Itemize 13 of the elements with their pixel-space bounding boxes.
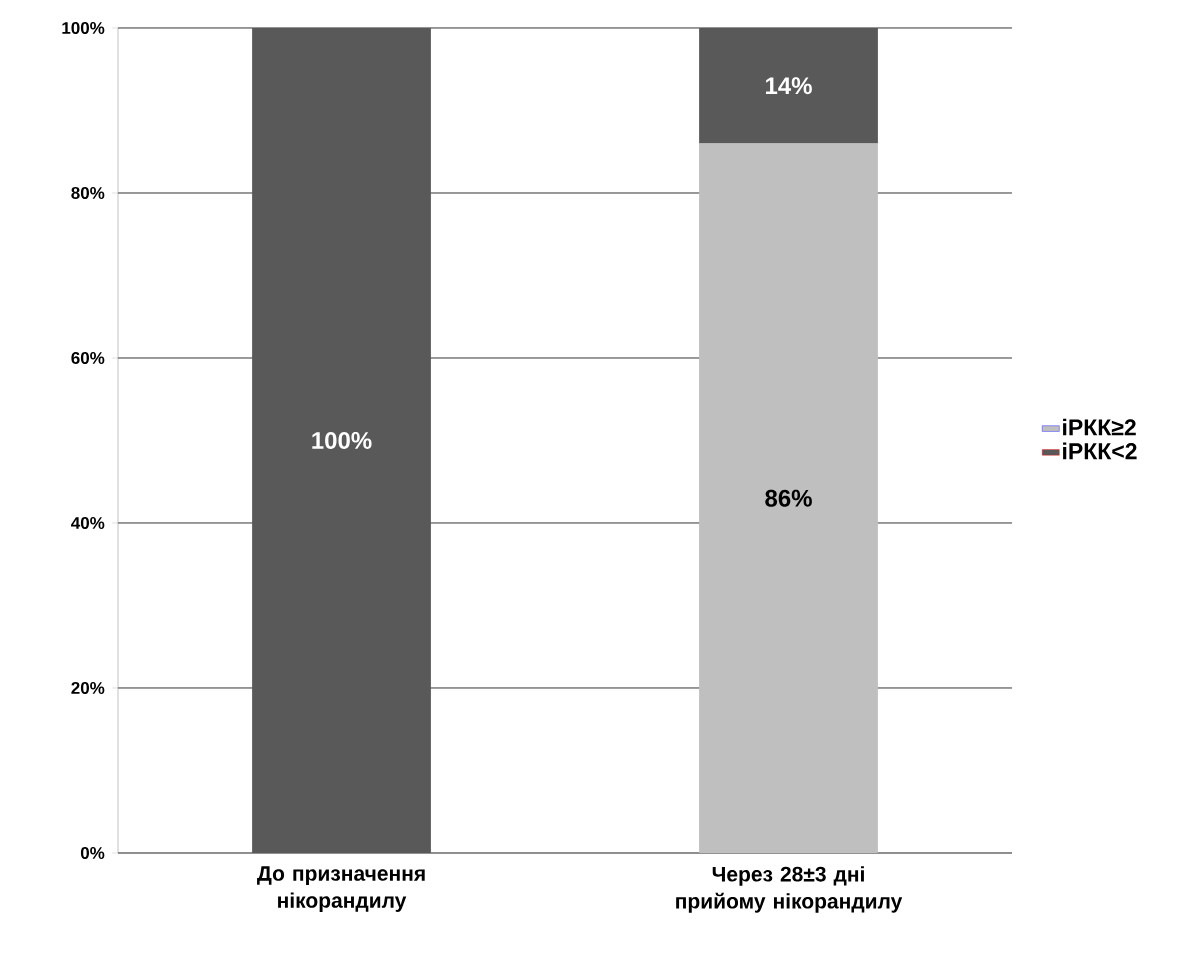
y-tick-label: 40% [71, 516, 105, 530]
data-label: 14% [765, 77, 812, 95]
legend-label: іРКК≥2 [1063, 418, 1136, 436]
x-tick-label: Через 28±3 дні прийому нікорандилу [676, 866, 903, 913]
legend-label: іРКК<2 [1063, 442, 1137, 460]
y-tick-label: 60% [71, 351, 105, 365]
y-tick-label: 100% [62, 21, 105, 35]
x-tick-label: До призначення нікорандилу [257, 866, 425, 912]
y-tick-label: 20% [71, 681, 105, 695]
data-label: 86% [765, 489, 812, 507]
y-tick-label: 0% [80, 846, 105, 860]
data-label: 100% [312, 432, 372, 449]
y-tick-label: 80% [71, 186, 105, 200]
